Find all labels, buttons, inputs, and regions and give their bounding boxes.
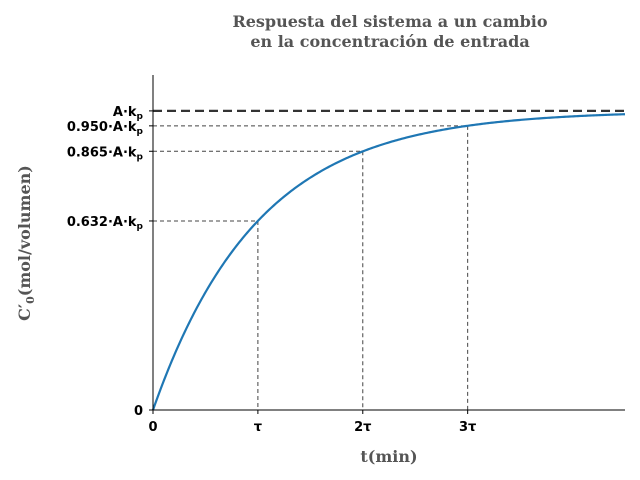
y-tick-label: 0 xyxy=(134,404,143,419)
x-tick-label: τ xyxy=(254,420,262,435)
x-axis-label: t(min) xyxy=(360,447,417,466)
series-line xyxy=(151,113,626,411)
chart-title-line2: en la concentración de entrada xyxy=(250,32,530,51)
x-tick-label: 3τ xyxy=(459,420,476,435)
y-tick-label: 0.950·A·kp xyxy=(67,120,144,137)
y-tick-label: 0.865·A·kp xyxy=(67,145,144,162)
reference-guides xyxy=(153,125,469,410)
y-tick-label: 0.632·A·kp xyxy=(67,215,144,232)
x-ticks: 0 τ 2τ 3τ xyxy=(148,410,476,435)
x-tick-label: 0 xyxy=(148,420,157,435)
y-tick-label: A·kp xyxy=(113,105,144,122)
x-tick-label: 2τ xyxy=(354,420,371,435)
y-ticks: 0 0.632·A·kp 0.865·A·kp 0.950·A·kpA·kp xyxy=(67,105,153,419)
y-axis-label: C′0(mol/volumen) xyxy=(15,165,37,321)
chart-title-line1: Respuesta del sistema a un cambio xyxy=(232,12,548,31)
chart-title: Respuesta del sistema a un cambio en la … xyxy=(170,12,610,52)
